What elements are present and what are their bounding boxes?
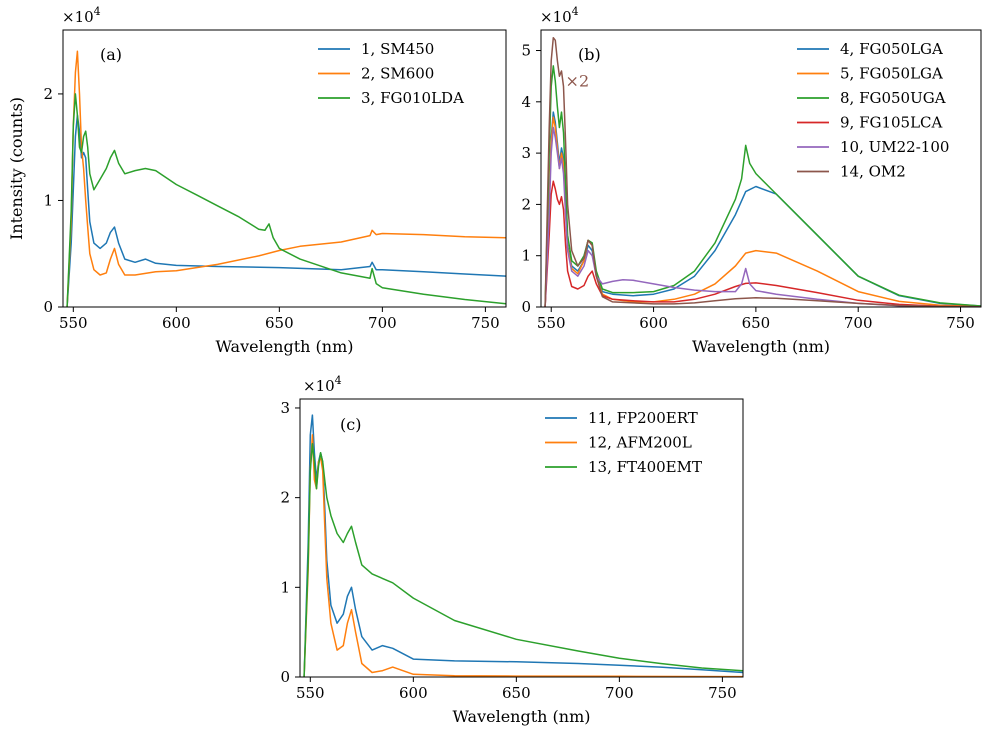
series-line-3 bbox=[544, 65, 981, 307]
series-line-3 bbox=[303, 443, 743, 677]
axes-frame bbox=[299, 398, 744, 678]
y-tick-label: 0 bbox=[280, 668, 290, 686]
legend-entry: 9, FG105LCA bbox=[840, 114, 943, 132]
x-axis-label: Wavelength (nm) bbox=[452, 707, 590, 726]
legend-entry: 1, SM450 bbox=[361, 40, 434, 58]
x-tick-label: 600 bbox=[162, 314, 191, 332]
legend-entry: 12, AFM200L bbox=[588, 434, 692, 452]
y-tick-label: 2 bbox=[43, 85, 53, 103]
series-line-1 bbox=[303, 414, 743, 677]
x-tick-label: 650 bbox=[502, 684, 531, 702]
y-tick-label: 0 bbox=[43, 298, 53, 316]
x-tick-label: 700 bbox=[844, 314, 873, 332]
x-tick-label: 600 bbox=[639, 314, 668, 332]
series-line-1 bbox=[66, 114, 506, 307]
x-axis-label: Wavelength (nm) bbox=[692, 337, 830, 356]
x-axis-label: Wavelength (nm) bbox=[215, 337, 353, 356]
series-line-2 bbox=[303, 434, 743, 677]
y-multiplier: ×104 bbox=[303, 374, 342, 395]
y-tick-label: 3 bbox=[280, 399, 290, 417]
panel-label: (b) bbox=[578, 45, 601, 64]
panel-b: 550 600 650 700 750 0 1 2 3 4 5 ×104 Wavelength (nm)… bbox=[521, 5, 982, 356]
panel-label: (a) bbox=[100, 45, 122, 64]
legend-entry: 14, OM2 bbox=[840, 163, 906, 181]
legend-entry: 13, FT400EMT bbox=[588, 458, 702, 476]
legend-entry: 11, FP200ERT bbox=[588, 409, 698, 427]
axes-frame bbox=[62, 29, 507, 308]
legend-entry: 4, FG050LGA bbox=[840, 40, 943, 58]
series-line-6 bbox=[544, 36, 981, 307]
y-tick-label: 0 bbox=[521, 298, 531, 316]
y-tick-label: 4 bbox=[521, 93, 531, 111]
series-line-3 bbox=[66, 93, 506, 307]
x-tick-label: 750 bbox=[708, 684, 737, 702]
y-tick-label: 3 bbox=[521, 144, 531, 162]
legend-entry: 10, UM22-100 bbox=[840, 138, 949, 156]
legend-entry: 8, FG050UGA bbox=[840, 89, 946, 107]
scale-annotation: ×2 bbox=[566, 71, 590, 90]
y-tick-label: 1 bbox=[43, 191, 53, 209]
y-tick-label: 1 bbox=[280, 578, 290, 596]
x-tick-label: 550 bbox=[296, 684, 325, 702]
y-axis-label: Intensity (counts) bbox=[7, 97, 26, 240]
y-multiplier: ×104 bbox=[540, 5, 579, 26]
x-tick-label: 700 bbox=[368, 314, 397, 332]
x-tick-label: 600 bbox=[399, 684, 428, 702]
x-tick-label: 550 bbox=[537, 314, 566, 332]
series-line-4 bbox=[544, 180, 981, 307]
y-tick-label: 5 bbox=[521, 42, 531, 60]
series-line-2 bbox=[66, 50, 506, 307]
x-tick-label: 650 bbox=[742, 314, 771, 332]
legend-entry: 3, FG010LDA bbox=[361, 89, 464, 107]
panel-a: 550 600 650 700 750 0 1 2 ×104 Wavelength (nm) Int… bbox=[7, 5, 507, 356]
y-tick-label: 1 bbox=[521, 247, 531, 265]
legend-entry: 5, FG050LGA bbox=[840, 65, 943, 83]
legend-entry: 2, SM600 bbox=[361, 65, 434, 83]
series-line-5 bbox=[544, 126, 981, 307]
panel-c: 550 600 650 700 750 0 1 2 3 ×104 Wavelength (nm) (c… bbox=[280, 374, 744, 726]
y-multiplier: ×104 bbox=[62, 5, 101, 26]
axes-frame bbox=[540, 29, 982, 308]
x-tick-label: 650 bbox=[265, 314, 294, 332]
x-tick-label: 750 bbox=[946, 314, 975, 332]
x-tick-label: 750 bbox=[471, 314, 500, 332]
panel-label: (c) bbox=[340, 415, 361, 434]
x-tick-label: 700 bbox=[605, 684, 634, 702]
y-tick-label: 2 bbox=[280, 489, 290, 507]
x-tick-label: 550 bbox=[59, 314, 88, 332]
y-tick-label: 2 bbox=[521, 195, 531, 213]
